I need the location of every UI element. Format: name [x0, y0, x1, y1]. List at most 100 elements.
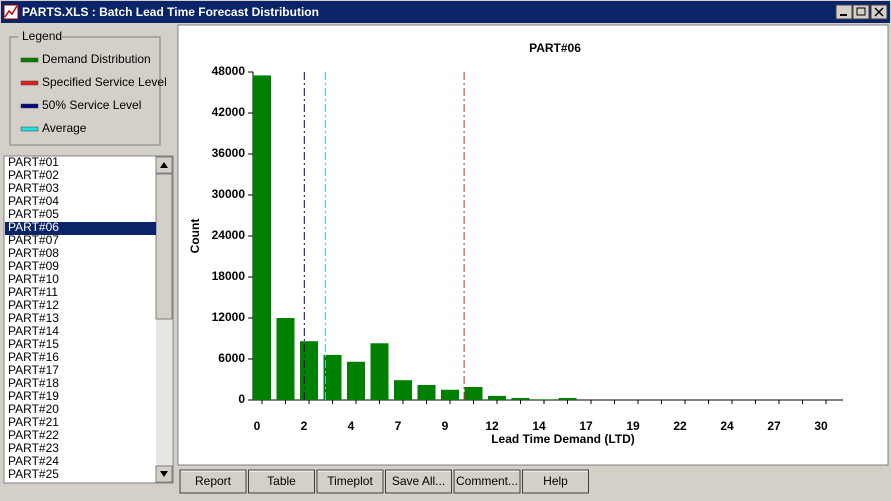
y-tick-label: 30000	[212, 187, 246, 201]
x-tick-label: 0	[254, 419, 261, 433]
button-label[interactable]: Save All...	[392, 474, 445, 488]
y-tick-label: 6000	[218, 351, 245, 365]
part-item[interactable]: PART#05	[8, 207, 59, 221]
x-tick-label: 7	[395, 419, 402, 433]
bar	[276, 318, 295, 400]
y-tick-label: 18000	[212, 269, 246, 283]
x-tick-label: 19	[626, 419, 640, 433]
bar	[464, 387, 483, 400]
maximize-button[interactable]	[852, 4, 870, 20]
part-item[interactable]: PART#10	[8, 272, 59, 286]
button-label[interactable]: Help	[543, 474, 568, 488]
window-controls	[835, 4, 888, 20]
part-item[interactable]: PART#02	[8, 168, 59, 182]
part-item[interactable]: PART#07	[8, 233, 59, 247]
x-axis-label: Lead Time Demand (LTD)	[491, 432, 635, 446]
bar	[300, 341, 318, 400]
part-item[interactable]: PART#01	[8, 155, 59, 169]
part-item[interactable]: PART#13	[8, 311, 59, 325]
y-tick-label: 36000	[212, 146, 246, 160]
part-item[interactable]: PART#03	[8, 181, 59, 195]
legend-label: Specified Service Level	[42, 75, 167, 89]
part-item[interactable]: PART#21	[8, 415, 59, 429]
parts-items: PART#01PART#02PART#03PART#04PART#05PART#…	[5, 155, 156, 481]
minimize-button[interactable]	[835, 4, 853, 20]
legend-label: Demand Distribution	[42, 52, 151, 66]
button-label[interactable]: Comment...	[456, 474, 518, 488]
close-icon	[874, 7, 884, 17]
part-item[interactable]: PART#17	[8, 363, 59, 377]
y-axis-label: Count	[188, 219, 202, 254]
part-item[interactable]: PART#23	[8, 441, 59, 455]
x-tick-label: 27	[767, 419, 781, 433]
bar	[370, 343, 389, 400]
scroll-up-arrow	[160, 162, 168, 168]
part-item[interactable]: PART#24	[8, 454, 59, 468]
part-item[interactable]: PART#20	[8, 402, 59, 416]
x-tick-label: 12	[485, 419, 499, 433]
bar	[558, 397, 577, 400]
legend: Demand Distribution Specified Service Lev…	[20, 52, 167, 135]
part-item[interactable]: PART#12	[8, 298, 59, 312]
maximize-icon	[856, 7, 866, 16]
x-tick-label: 14	[532, 419, 546, 433]
part-item[interactable]: PART#08	[8, 246, 59, 260]
button[interactable]	[453, 469, 521, 494]
part-item[interactable]: PART#15	[8, 337, 59, 351]
legend-swatch	[20, 80, 39, 86]
legend-swatch	[20, 57, 39, 63]
y-tick-label: 42000	[212, 105, 246, 119]
legend-label: Average	[42, 121, 87, 135]
button[interactable]	[179, 469, 247, 494]
selected-highlight	[5, 222, 156, 235]
x-tick-label: 9	[442, 419, 449, 433]
chart-title: PART#06	[529, 41, 581, 55]
part-item[interactable]: PART#19	[8, 389, 59, 403]
button[interactable]	[522, 469, 589, 494]
x-tick-label: 17	[579, 419, 593, 433]
plot: 0 6000 12000 18000 24000 30000 36000 42000 48000…	[212, 64, 828, 433]
part-item[interactable]: PART#04	[8, 194, 59, 208]
window-title: PARTS.XLS : Batch Lead Time Forecast Dis…	[22, 5, 319, 19]
part-item[interactable]: PART#16	[8, 350, 59, 364]
bar	[347, 361, 365, 400]
x-tick-label: 30	[814, 419, 828, 433]
bar	[394, 380, 412, 400]
bar	[488, 395, 506, 400]
part-item[interactable]: PART#09	[8, 259, 59, 273]
x-tick-label: 24	[720, 419, 734, 433]
button-label[interactable]: Report	[195, 474, 232, 488]
part-item[interactable]: PART#11	[8, 285, 58, 299]
bar	[417, 384, 436, 400]
bar	[323, 354, 342, 400]
scroll-thumb[interactable]	[155, 173, 173, 320]
bar	[535, 399, 553, 400]
x-tick-label: 2	[301, 419, 308, 433]
parts-list	[3, 155, 174, 484]
part-item[interactable]: PART#14	[8, 324, 59, 338]
button-bar: Report Table Timeplot Save All... Comment...…	[179, 469, 589, 494]
button-label[interactable]: Timeplot	[327, 474, 373, 488]
legend-label: 50% Service Level	[42, 98, 141, 112]
title-bar	[1, 1, 890, 23]
y-tick-label: 0	[238, 392, 245, 406]
part-item[interactable]: PART#18	[8, 376, 59, 390]
app-icon-graph	[4, 5, 18, 18]
x-tick-label: 22	[673, 419, 687, 433]
scroll-down-arrow	[160, 471, 168, 477]
part-item[interactable]: PART#25	[8, 467, 59, 481]
part-item[interactable]: PART#06	[8, 220, 59, 234]
part-item[interactable]: PART#22	[8, 428, 59, 442]
legend-swatch	[20, 103, 39, 109]
legend-swatch	[20, 126, 39, 132]
bar	[253, 75, 271, 401]
y-tick-label: 12000	[212, 310, 246, 324]
x-tick-label: 4	[348, 419, 355, 433]
legend-box	[9, 36, 161, 146]
legend-title: Legend	[22, 29, 62, 43]
button-label[interactable]: Table	[267, 474, 296, 488]
button[interactable]	[385, 469, 452, 494]
button[interactable]	[248, 469, 315, 494]
button[interactable]	[316, 469, 384, 494]
